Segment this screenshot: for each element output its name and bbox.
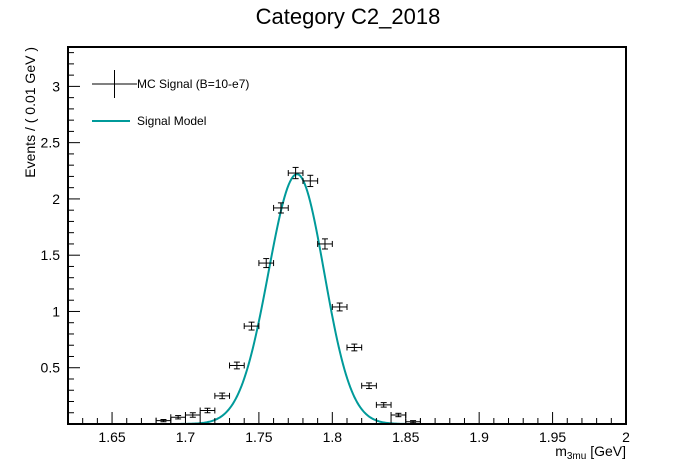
data-point (199, 407, 216, 414)
x-axis-label: m3mu [GeV] (555, 443, 626, 462)
data-point (346, 343, 363, 352)
y-tick-label: 1.5 (41, 247, 61, 263)
x-axis-label-main: m (555, 443, 567, 459)
x-tick-label: 1.75 (245, 429, 272, 445)
data-point (302, 174, 319, 188)
data-point (273, 202, 289, 214)
x-tick-label: 1.65 (98, 429, 125, 445)
x-tick-label: 1.8 (323, 429, 343, 445)
data-point (317, 238, 333, 250)
data-point (331, 302, 348, 312)
y-tick-label: 2 (52, 191, 60, 207)
x-tick-label: 1.7 (176, 429, 196, 445)
data-point (361, 382, 377, 390)
chart-title: Category C2_2018 (256, 4, 441, 29)
y-axis-label: Events / ( 0.01 GeV ) (22, 47, 38, 178)
y-tick-label: 2.5 (41, 135, 61, 151)
x-axis-label-subscript: 3mu (567, 451, 586, 462)
legend-label-mc-signal: MC Signal (B=10-e7) (137, 77, 249, 91)
legend-entry-signal-model: Signal Model (92, 114, 206, 128)
legend-entry-mc-signal: MC Signal (B=10-e7) (92, 70, 249, 98)
x-tick-label: 1.9 (469, 429, 489, 445)
points-layer (155, 166, 421, 425)
data-point (375, 401, 392, 408)
x-tick-label: 2 (622, 429, 630, 445)
x-tick-label: 1.85 (392, 429, 419, 445)
y-tick-label: 0.5 (41, 360, 61, 376)
data-point (229, 361, 245, 370)
data-point (214, 392, 231, 400)
data-point (287, 166, 304, 180)
y-tick-label: 3 (52, 78, 60, 94)
y-tick-label: 1 (52, 303, 60, 319)
data-point (258, 258, 275, 269)
x-axis-label-unit: [GeV] (586, 443, 626, 459)
legend-label-signal-model: Signal Model (137, 114, 206, 128)
legend: MC Signal (B=10-e7) Signal Model (92, 70, 249, 128)
x-axis: 1.65 1.7 1.75 1.8 1.85 1.9 1.95 2 (67, 412, 630, 445)
data-point (243, 321, 260, 331)
y-axis: 0.5 1 1.5 2 2.5 3 (41, 52, 80, 414)
x-tick-label: 1.95 (539, 429, 566, 445)
